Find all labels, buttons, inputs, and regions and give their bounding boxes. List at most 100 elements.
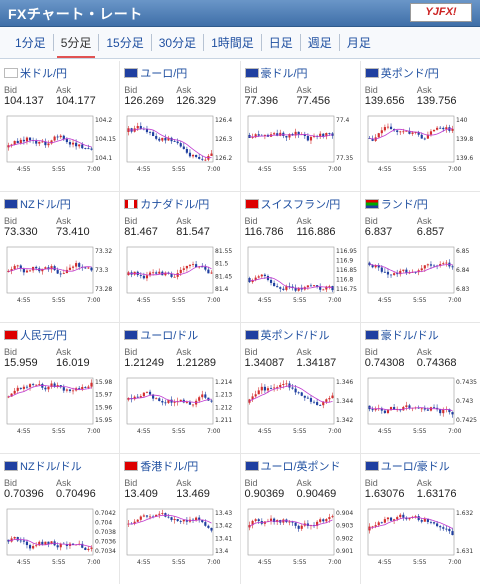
mini-chart[interactable]: 140 139.8 139.6 4:55 5:55 7:00 bbox=[364, 114, 478, 172]
candle-body bbox=[25, 137, 29, 142]
rate-card[interactable]: 香港ドル/円 Bid 13.409 Ask 13.469 13.43 13.42 13.41 1… bbox=[120, 454, 240, 584]
tab-1min[interactable]: 1分足 bbox=[15, 36, 46, 50]
rate-card[interactable]: 豪ドル/円 Bid 77.396 Ask 77.456 77.4 77.35 4:55 5:55… bbox=[240, 61, 360, 191]
candle-body bbox=[444, 127, 448, 130]
y-tick-label: 13.4 bbox=[215, 548, 229, 555]
rate-card[interactable]: ユーロ/円 Bid 126.269 Ask 126.329 126.4 126.3 126.2… bbox=[120, 61, 240, 191]
bid-label: Bid bbox=[244, 216, 258, 226]
candle-body bbox=[158, 138, 161, 141]
tab-1hour[interactable]: 1時間足 bbox=[203, 34, 261, 51]
tab-15min[interactable]: 15分足 bbox=[98, 34, 150, 51]
mini-chart[interactable]: 6.85 6.84 6.83 4:55 5:55 7:00 bbox=[364, 245, 478, 303]
y-tick-label: 0.7036 bbox=[95, 539, 116, 546]
candle-body bbox=[164, 402, 167, 404]
tab-weekly[interactable]: 週足 bbox=[299, 34, 339, 51]
candle-body bbox=[198, 266, 201, 268]
candle-body bbox=[38, 383, 41, 385]
pair-link[interactable]: 英ポンド/ドル bbox=[244, 327, 360, 343]
mini-chart[interactable]: 1.632 1.631 4:55 5:55 7:00 bbox=[364, 507, 478, 565]
rate-card[interactable]: スイスフラン/円 Bid 116.786 Ask 116.886 116.95 116.9 1… bbox=[240, 192, 360, 322]
rate-card[interactable]: ユーロ/ドル Bid 1.21249 Ask 1.21289 1.214 1.213 1.21… bbox=[120, 323, 240, 453]
pair-link[interactable]: ユーロ/豪ドル bbox=[364, 458, 480, 474]
rate-card[interactable]: カナダドル/円 Bid 81.467 Ask 81.547 81.55 81.5 81.45 8… bbox=[120, 192, 240, 322]
pair-link[interactable]: 香港ドル/円 bbox=[124, 458, 239, 474]
chart-frame bbox=[247, 115, 334, 163]
pair-link[interactable]: ユーロ/英ポンド bbox=[244, 458, 360, 474]
rate-card[interactable]: 英ポンド/ドル Bid 1.34087 Ask 1.34187 1.346 1.344 1.3… bbox=[240, 323, 360, 453]
tab-30min[interactable]: 30分足 bbox=[150, 34, 203, 51]
ask-label: Ask bbox=[416, 478, 432, 488]
candle-body bbox=[420, 268, 423, 271]
hk-flag-icon bbox=[124, 461, 139, 471]
pair-link[interactable]: NZドル/円 bbox=[4, 196, 119, 212]
pair-link[interactable]: 豪ドル/ドル bbox=[364, 327, 480, 343]
mini-chart[interactable]: 126.4 126.3 126.2 4:55 5:55 7:00 bbox=[123, 114, 237, 172]
candle-body bbox=[306, 135, 309, 141]
pair-link[interactable]: 豪ドル/円 bbox=[244, 65, 360, 81]
rate-card[interactable]: ユーロ/英ポンド Bid 0.90369 Ask 0.90469 0.904 0.903 0.… bbox=[240, 454, 360, 584]
pair-link[interactable]: ランド/円 bbox=[364, 196, 480, 212]
candle-body bbox=[28, 270, 32, 272]
mini-chart[interactable]: 73.32 73.3 73.28 4:55 5:55 7:00 bbox=[3, 245, 117, 303]
brand-logo[interactable]: YJFX! bbox=[410, 3, 472, 22]
ask-value: 6.857 bbox=[416, 226, 445, 238]
mini-chart[interactable]: 116.95 116.9 116.85 116.8 116.75 4:55 5:55 7:00 bbox=[244, 245, 358, 303]
pair-link[interactable]: スイスフラン/円 bbox=[244, 196, 360, 212]
mini-chart[interactable]: 0.7042 0.704 0.7038 0.7036 0.7034 4:55 5:55 7:0… bbox=[3, 507, 117, 565]
mini-chart[interactable]: 104.2 104.15 104.1 4:55 5:55 7:00 bbox=[3, 114, 117, 172]
candle-body bbox=[84, 267, 87, 269]
candle-body bbox=[392, 407, 395, 410]
ask-label: Ask bbox=[176, 478, 192, 488]
candle-body bbox=[321, 133, 324, 137]
pair-link[interactable]: ユーロ/ドル bbox=[124, 327, 239, 343]
candle-body bbox=[275, 387, 278, 388]
rate-card[interactable]: NZドル/円 Bid 73.330 Ask 73.410 73.32 73.3 73.28 4:… bbox=[0, 192, 120, 322]
candle-body bbox=[414, 272, 417, 273]
y-tick-label: 13.42 bbox=[215, 523, 232, 530]
rate-card[interactable]: 米ドル/円 Bid 104.137 Ask 104.177 104.2 104.15 104.… bbox=[0, 61, 120, 191]
y-tick-label: 140 bbox=[456, 117, 468, 124]
tab-monthly[interactable]: 月足 bbox=[338, 34, 378, 51]
candle-body bbox=[155, 272, 158, 274]
candle-body bbox=[136, 396, 140, 398]
rate-card[interactable]: ユーロ/豪ドル Bid 1.63076 Ask 1.63176 1.632 1.631 4:5… bbox=[360, 454, 480, 584]
candle-body bbox=[13, 390, 16, 394]
mini-chart[interactable]: 0.904 0.903 0.902 0.901 4:55 5:55 7:00 bbox=[244, 507, 358, 565]
pair-link[interactable]: 米ドル/円 bbox=[4, 65, 119, 81]
mini-chart[interactable]: 13.43 13.42 13.41 13.4 4:55 5:55 7:00 bbox=[123, 507, 237, 565]
mini-chart[interactable]: 81.55 81.5 81.45 81.4 4:55 5:55 7:00 bbox=[123, 245, 237, 303]
x-tick-label: 7:00 bbox=[207, 297, 221, 303]
pair-link[interactable]: 人民元/円 bbox=[4, 327, 119, 343]
candle-body bbox=[210, 153, 213, 156]
candle-body bbox=[198, 517, 201, 520]
y-tick-label: 6.85 bbox=[456, 248, 470, 255]
pair-link[interactable]: ユーロ/円 bbox=[124, 65, 239, 81]
pair-link[interactable]: カナダドル/円 bbox=[124, 196, 239, 212]
app-header: FXチャート・レート YJFX! bbox=[0, 0, 480, 27]
candle-body bbox=[152, 132, 155, 137]
mini-chart[interactable]: 15.98 15.97 15.96 15.95 4:55 5:55 7:00 bbox=[3, 376, 117, 434]
candle-body bbox=[432, 522, 435, 524]
rate-card[interactable]: ランド/円 Bid 6.837 Ask 6.857 6.85 6.84 6.83 4:55 5:5… bbox=[360, 192, 480, 322]
candle-body bbox=[44, 141, 47, 146]
mini-chart[interactable]: 0.7435 0.743 0.7425 4:55 5:55 7:00 bbox=[364, 376, 478, 434]
candle-body bbox=[158, 271, 161, 274]
mini-chart[interactable]: 77.4 77.35 4:55 5:55 7:00 bbox=[244, 114, 358, 172]
mini-chart[interactable]: 1.214 1.213 1.212 1.211 4:55 5:55 7:00 bbox=[123, 376, 237, 434]
candle-body bbox=[84, 547, 87, 550]
mini-chart[interactable]: 1.346 1.344 1.342 4:55 5:55 7:00 bbox=[244, 376, 358, 434]
tab-5min[interactable]: 5分足 bbox=[52, 34, 99, 58]
rate-card[interactable]: NZドル/ドル Bid 0.70396 Ask 0.70496 0.7042 0.704 0.… bbox=[0, 454, 120, 584]
rate-card[interactable]: 英ポンド/円 Bid 139.656 Ask 139.756 140 139.8 139.6 4… bbox=[360, 61, 480, 191]
rate-card[interactable]: 人民元/円 Bid 15.959 Ask 16.019 15.98 15.97 15.96 15… bbox=[0, 323, 120, 453]
candle-body bbox=[257, 519, 260, 522]
y-tick-label: 139.6 bbox=[456, 155, 473, 162]
pair-link[interactable]: 英ポンド/円 bbox=[364, 65, 480, 81]
pair-link[interactable]: NZドル/ドル bbox=[4, 458, 119, 474]
candle-body bbox=[68, 389, 72, 391]
candle-body bbox=[207, 397, 210, 401]
moving-average-line bbox=[248, 277, 333, 289]
candle-body bbox=[50, 383, 53, 387]
tab-daily[interactable]: 日足 bbox=[260, 34, 300, 51]
rate-card[interactable]: 豪ドル/ドル Bid 0.74308 Ask 0.74368 0.7435 0.743 0.7… bbox=[360, 323, 480, 453]
